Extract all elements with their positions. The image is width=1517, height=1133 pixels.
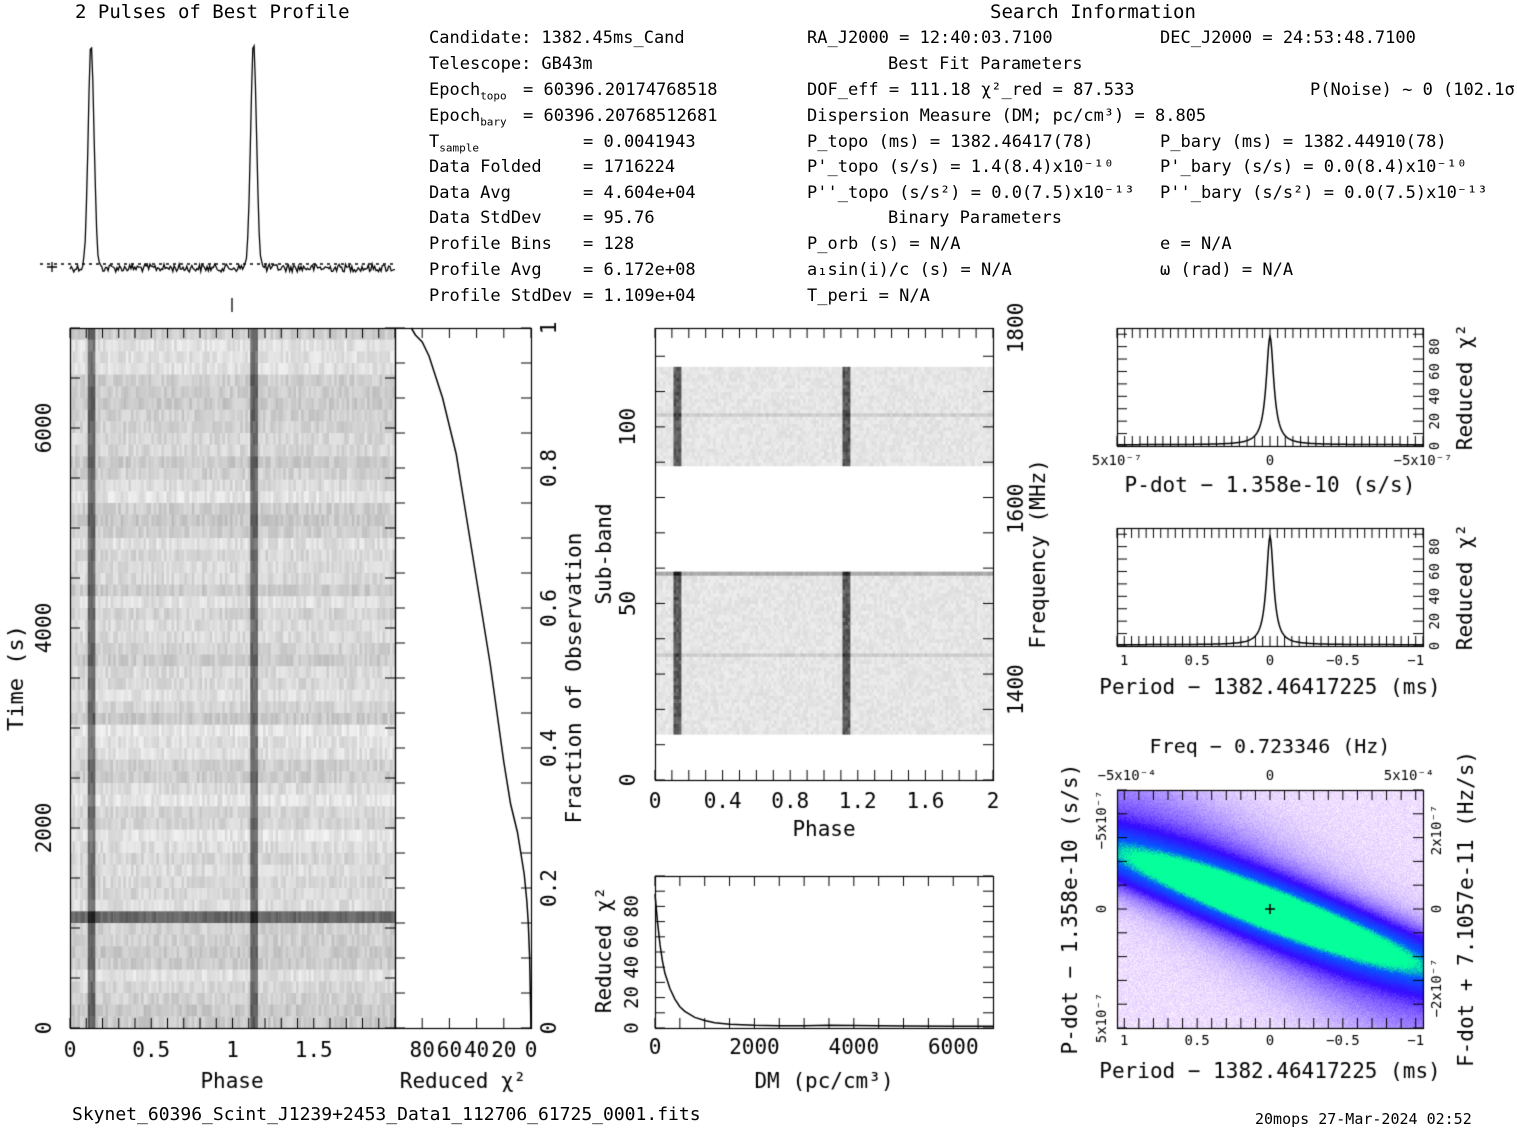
info-value: = 6.172e+08 (583, 260, 696, 280)
info-label: Data StdDev (429, 208, 542, 228)
info-row: Epochbary = 60396.20768512681 (429, 106, 717, 129)
fit-info-row: P''_bary (s/s²) = 0.0(7.5)x10⁻¹³ (1160, 183, 1488, 203)
info-label: Profile Bins (429, 234, 552, 254)
info-row: Profile Bins = 128 (429, 234, 634, 254)
info-value: = 0.0041943 (583, 132, 696, 152)
fit-info-row: T_peri = N/A (807, 286, 930, 306)
info-value: = 1716224 (583, 157, 676, 177)
info-value: = 60396.20174768518 (523, 80, 718, 100)
fit-info-row: e = N/A (1160, 234, 1232, 254)
info-label: Epoch (429, 106, 481, 126)
fit-info-row: P_topo (ms) = 1382.46417(78) (807, 132, 1094, 152)
fit-info-row: P_bary (ms) = 1382.44910(78) (1160, 132, 1447, 152)
fit-info-row: DEC_J2000 = 24:53:48.7100 (1160, 28, 1416, 48)
fit-info-row: P(Noise) ~ 0 (102.1σ) (1310, 80, 1517, 100)
fit-info-row: P'_bary (s/s) = 0.0(8.4)x10⁻¹⁰ (1160, 157, 1468, 177)
profile-title: 2 Pulses of Best Profile (75, 1, 350, 23)
info-subscript: bary (480, 115, 507, 129)
info-label: T (429, 132, 440, 152)
info-row: Tsample = 0.0041943 (429, 132, 696, 155)
info-label: Profile StdDev (429, 286, 573, 306)
fit-info-row: P_orb (s) = N/A (807, 234, 961, 254)
info-value: = 4.604e+04 (583, 183, 696, 203)
info-subscript: topo (480, 89, 507, 103)
info-row: Data StdDev = 95.76 (429, 208, 655, 228)
info-label: Telescope: (429, 54, 532, 74)
binary-title: Binary Parameters (888, 208, 1062, 228)
info-label: Profile Avg (429, 260, 542, 280)
timestamp-label: 20mops 27-Mar-2024 02:52 (1255, 1110, 1472, 1128)
info-label: Data Avg (429, 183, 511, 203)
info-value: 1382.45ms_Cand (541, 28, 685, 48)
info-value: = 95.76 (583, 208, 655, 228)
fit-info-row: RA_J2000 = 12:40:03.7100 (807, 28, 1053, 48)
fit-info-row: Dispersion Measure (DM; pc/cm³) = 8.805 (807, 106, 1207, 126)
search-info-title: Search Information (990, 1, 1196, 23)
info-row: Epochtopo = 60396.20174768518 (429, 80, 717, 103)
info-subscript: sample (439, 141, 479, 155)
fit-info-row: P''_topo (s/s²) = 0.0(7.5)x10⁻¹³ (807, 183, 1135, 203)
fit-info-row: P'_topo (s/s) = 1.4(8.4)x10⁻¹⁰ (807, 157, 1115, 177)
info-value: = 60396.20768512681 (523, 106, 718, 126)
info-value: GB43m (541, 54, 593, 74)
info-label: Data Folded (429, 157, 542, 177)
info-row: Profile Avg = 6.172e+08 (429, 260, 696, 280)
filename-label: Skynet_60396_Scint_J1239+2453_Data1_1127… (72, 1104, 701, 1125)
info-value: = 128 (583, 234, 635, 254)
info-row: Candidate: 1382.45ms_Cand (429, 30, 685, 47)
info-row: Data Avg = 4.604e+04 (429, 183, 696, 203)
fit-info-row: DOF_eff = 111.18 χ²_red = 87.533 (807, 80, 1135, 100)
best-fit-title: Best Fit Parameters (888, 54, 1083, 74)
fit-info-row: a₁sin(i)/c (s) = N/A (807, 260, 1012, 280)
fit-info-row: ω (rad) = N/A (1160, 260, 1294, 280)
info-label: Candidate: (429, 28, 532, 48)
info-value: = 1.109e+04 (583, 286, 696, 306)
info-row: Data Folded = 1716224 (429, 157, 675, 177)
info-row: Telescope: GB43m (429, 56, 593, 73)
info-label: Epoch (429, 80, 481, 100)
info-row: Profile StdDev = 1.109e+04 (429, 286, 696, 306)
